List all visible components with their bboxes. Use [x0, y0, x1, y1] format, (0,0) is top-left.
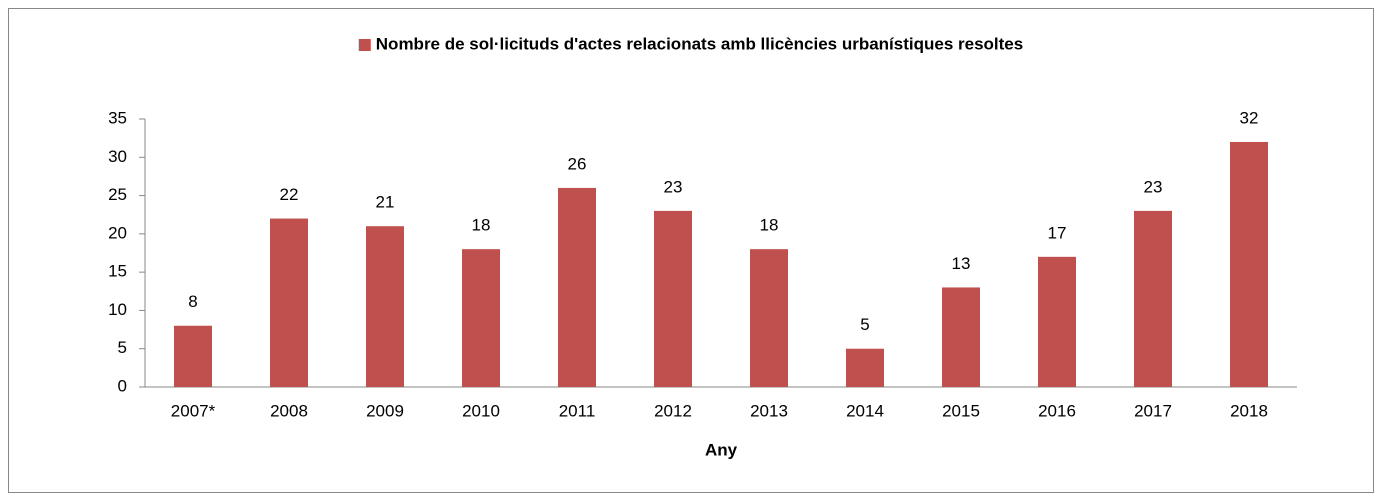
bar — [366, 226, 404, 387]
x-tick-label: 2012 — [654, 401, 692, 420]
bar — [1038, 256, 1076, 387]
bar — [270, 218, 308, 387]
bar — [750, 249, 788, 387]
bar — [654, 210, 692, 387]
y-tick-label: 0 — [118, 376, 127, 395]
data-label: 21 — [376, 193, 395, 212]
y-tick-label: 30 — [108, 147, 127, 166]
data-label: 13 — [952, 254, 971, 273]
bar — [942, 287, 980, 387]
bar — [462, 249, 500, 387]
y-tick-label: 15 — [108, 262, 127, 281]
data-label: 18 — [472, 216, 491, 235]
x-tick-label: 2013 — [750, 401, 788, 420]
data-label: 23 — [1144, 177, 1163, 196]
y-tick-label: 20 — [108, 223, 127, 242]
data-label: 18 — [760, 216, 779, 235]
bar — [846, 348, 884, 387]
x-tick-label: 2014 — [846, 401, 884, 420]
data-label: 5 — [860, 315, 869, 334]
x-tick-label: 2015 — [942, 401, 980, 420]
x-tick-label: 2008 — [270, 401, 308, 420]
bar — [174, 325, 212, 387]
data-label: 17 — [1048, 223, 1067, 242]
y-tick-label: 25 — [108, 185, 127, 204]
y-tick-label: 35 — [108, 108, 127, 127]
data-label: 32 — [1240, 108, 1259, 127]
bar — [558, 187, 596, 387]
data-label: 26 — [568, 154, 587, 173]
x-tick-label: 2017 — [1134, 401, 1172, 420]
y-tick-label: 10 — [108, 300, 127, 319]
x-tick-label: 2009 — [366, 401, 404, 420]
x-tick-label: 2018 — [1230, 401, 1268, 420]
x-tick-label: 2010 — [462, 401, 500, 420]
x-tick-label: 2007* — [171, 401, 216, 420]
data-label: 23 — [664, 177, 683, 196]
legend-label: Nombre de sol·licituds d'actes relaciona… — [376, 34, 1023, 53]
y-tick-label: 5 — [118, 338, 127, 357]
x-tick-label: 2011 — [559, 401, 596, 420]
bar — [1134, 210, 1172, 387]
data-label: 22 — [280, 185, 299, 204]
x-tick-label: 2016 — [1038, 401, 1076, 420]
data-label: 8 — [188, 292, 197, 311]
legend-swatch — [358, 39, 371, 51]
bar — [1230, 141, 1268, 387]
x-axis-title: Any — [705, 440, 738, 459]
